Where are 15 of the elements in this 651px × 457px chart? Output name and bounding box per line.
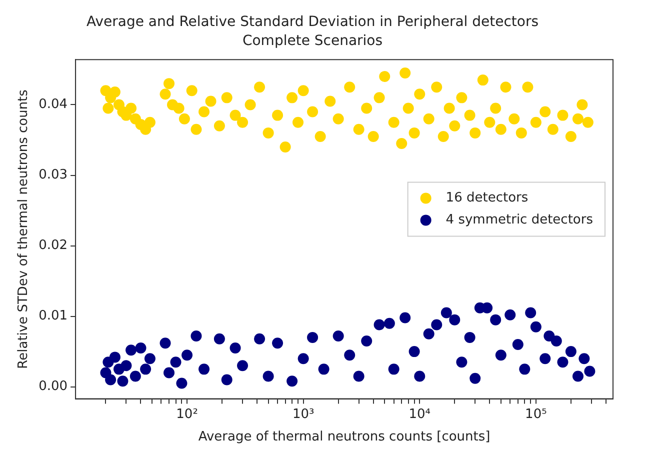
x-axis-title: Average of thermal neutrons counts [counts] [198,430,490,445]
x-tick-label: 10³ [292,406,314,422]
y-axis-title: Relative STDev of thermal neutrons counts [16,89,32,369]
y-tick-label: 0.02 [38,238,68,254]
y-tick-label: 0.00 [38,379,68,394]
x-tick-label: 10⁵ [525,406,547,422]
x-tick-label: 10⁴ [408,406,431,422]
legend-label: 16 detectors [446,190,528,206]
chart-subtitle: Complete Scenarios [242,32,383,49]
y-tick-label: 0.03 [38,168,68,183]
chart-title: Average and Relative Standard Deviation in Peripheral detectors [86,14,539,30]
y-tick-label: 0.04 [38,97,68,112]
x-tick-label: 10² [176,406,198,422]
legend-label: 4 symmetric detectors [446,212,594,228]
y-tick-label: 0.01 [38,308,68,324]
